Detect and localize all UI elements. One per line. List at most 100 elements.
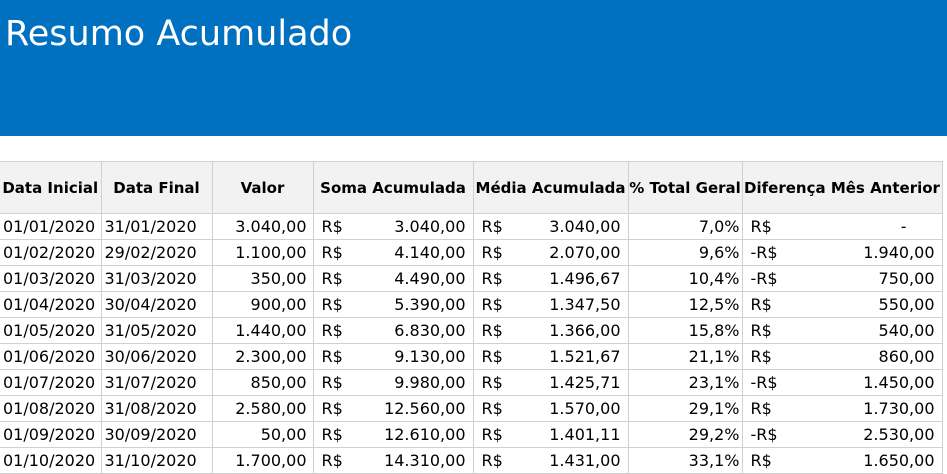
cell-data-final[interactable]: 31/10/2020 xyxy=(101,447,213,474)
cell-media-acumulada[interactable]: R$ 1.570,00 xyxy=(473,395,629,422)
summary-table: Data Inicial Data Final Valor Soma Acumu… xyxy=(0,161,943,474)
cell-diferenca[interactable]: R$ - xyxy=(742,213,943,240)
cell-data-inicial[interactable]: 01/09/2020 xyxy=(0,421,102,448)
cell-soma-acumulada-amount: 9.980,00 xyxy=(394,373,466,392)
cell-soma-acumulada-amount: 14.310,00 xyxy=(384,451,466,470)
cell-media-acumulada[interactable]: R$ 1.521,67 xyxy=(473,343,629,370)
cell-soma-acumulada-amount: 5.390,00 xyxy=(394,295,466,314)
cell-diferenca-symbol: R$ xyxy=(750,451,772,470)
cell-valor[interactable]: 2.580,00 xyxy=(212,395,314,422)
cell-diferenca-amount: 1.450,00 xyxy=(863,373,935,392)
cell-percent-total[interactable]: 10,4% xyxy=(628,265,743,292)
cell-percent-total[interactable]: 15,8% xyxy=(628,317,743,344)
cell-data-inicial[interactable]: 01/08/2020 xyxy=(0,395,102,422)
cell-soma-acumulada-symbol: R$ xyxy=(321,217,343,236)
cell-media-acumulada[interactable]: R$ 1.496,67 xyxy=(473,265,629,292)
cell-data-inicial[interactable]: 01/10/2020 xyxy=(0,447,102,474)
cell-data-inicial[interactable]: 01/03/2020 xyxy=(0,265,102,292)
cell-diferenca[interactable]: R$ 1.650,00 xyxy=(742,447,943,474)
cell-soma-acumulada[interactable]: R$ 14.310,00 xyxy=(313,447,474,474)
cell-data-final[interactable]: 31/05/2020 xyxy=(101,317,213,344)
table-row: 01/04/2020 30/04/2020 900,00 R$ 5.390,00 R$ 1.… xyxy=(0,291,943,318)
cell-percent-total[interactable]: 29,2% xyxy=(628,421,743,448)
cell-data-final[interactable]: 31/03/2020 xyxy=(101,265,213,292)
cell-media-acumulada-amount: 1.431,00 xyxy=(549,451,621,470)
cell-soma-acumulada-symbol: R$ xyxy=(321,295,343,314)
cell-percent-total[interactable]: 23,1% xyxy=(628,369,743,396)
header-data-final[interactable]: Data Final xyxy=(101,161,213,214)
cell-data-final[interactable]: 30/06/2020 xyxy=(101,343,213,370)
cell-diferenca[interactable]: R$ 550,00 xyxy=(742,291,943,318)
cell-soma-acumulada-symbol: R$ xyxy=(321,373,343,392)
cell-diferenca[interactable]: -R$ 2.530,00 xyxy=(742,421,943,448)
cell-media-acumulada[interactable]: R$ 1.425,71 xyxy=(473,369,629,396)
cell-soma-acumulada[interactable]: R$ 12.560,00 xyxy=(313,395,474,422)
header-soma-acumulada[interactable]: Soma Acumulada xyxy=(313,161,474,214)
cell-soma-acumulada[interactable]: R$ 3.040,00 xyxy=(313,213,474,240)
cell-diferenca-symbol: -R$ xyxy=(750,243,778,262)
cell-diferenca[interactable]: -R$ 1.450,00 xyxy=(742,369,943,396)
cell-valor[interactable]: 1.100,00 xyxy=(212,239,314,266)
table-row: 01/07/2020 31/07/2020 850,00 R$ 9.980,00 R$ 1.… xyxy=(0,369,943,396)
cell-diferenca[interactable]: R$ 1.730,00 xyxy=(742,395,943,422)
cell-soma-acumulada[interactable]: R$ 4.490,00 xyxy=(313,265,474,292)
cell-data-final[interactable]: 29/02/2020 xyxy=(101,239,213,266)
cell-data-inicial[interactable]: 01/06/2020 xyxy=(0,343,102,370)
cell-percent-total[interactable]: 21,1% xyxy=(628,343,743,370)
cell-media-acumulada[interactable]: R$ 3.040,00 xyxy=(473,213,629,240)
cell-data-inicial[interactable]: 01/04/2020 xyxy=(0,291,102,318)
cell-diferenca[interactable]: -R$ 1.940,00 xyxy=(742,239,943,266)
cell-valor[interactable]: 350,00 xyxy=(212,265,314,292)
header-media-acumulada[interactable]: Média Acumulada xyxy=(473,161,629,214)
cell-soma-acumulada-amount: 3.040,00 xyxy=(394,217,466,236)
cell-data-inicial[interactable]: 01/07/2020 xyxy=(0,369,102,396)
cell-soma-acumulada[interactable]: R$ 12.610,00 xyxy=(313,421,474,448)
cell-percent-total[interactable]: 33,1% xyxy=(628,447,743,474)
cell-data-inicial[interactable]: 01/02/2020 xyxy=(0,239,102,266)
cell-soma-acumulada-amount: 9.130,00 xyxy=(394,347,466,366)
cell-data-inicial[interactable]: 01/01/2020 xyxy=(0,213,102,240)
cell-media-acumulada[interactable]: R$ 1.347,50 xyxy=(473,291,629,318)
cell-valor[interactable]: 1.700,00 xyxy=(212,447,314,474)
cell-media-acumulada[interactable]: R$ 1.401,11 xyxy=(473,421,629,448)
cell-valor[interactable]: 850,00 xyxy=(212,369,314,396)
header-diferenca-mes-anterior[interactable]: Diferença Mês Anterior xyxy=(742,161,943,214)
header-percent-total-geral[interactable]: % Total Geral xyxy=(628,161,743,214)
cell-diferenca-symbol: R$ xyxy=(750,321,772,340)
cell-soma-acumulada[interactable]: R$ 4.140,00 xyxy=(313,239,474,266)
cell-diferenca[interactable]: -R$ 750,00 xyxy=(742,265,943,292)
cell-data-final[interactable]: 31/08/2020 xyxy=(101,395,213,422)
cell-percent-total[interactable]: 9,6% xyxy=(628,239,743,266)
cell-media-acumulada-amount: 1.366,00 xyxy=(549,321,621,340)
header-data-inicial[interactable]: Data Inicial xyxy=(0,161,102,214)
cell-media-acumulada[interactable]: R$ 1.366,00 xyxy=(473,317,629,344)
cell-soma-acumulada[interactable]: R$ 6.830,00 xyxy=(313,317,474,344)
cell-percent-total[interactable]: 12,5% xyxy=(628,291,743,318)
cell-percent-total[interactable]: 7,0% xyxy=(628,213,743,240)
cell-diferenca[interactable]: R$ 540,00 xyxy=(742,317,943,344)
cell-valor[interactable]: 1.440,00 xyxy=(212,317,314,344)
cell-data-final[interactable]: 30/04/2020 xyxy=(101,291,213,318)
cell-soma-acumulada-amount: 4.140,00 xyxy=(394,243,466,262)
cell-media-acumulada[interactable]: R$ 1.431,00 xyxy=(473,447,629,474)
cell-data-final[interactable]: 31/07/2020 xyxy=(101,369,213,396)
cell-data-final[interactable]: 31/01/2020 xyxy=(101,213,213,240)
cell-data-final[interactable]: 30/09/2020 xyxy=(101,421,213,448)
cell-percent-total[interactable]: 29,1% xyxy=(628,395,743,422)
cell-valor[interactable]: 900,00 xyxy=(212,291,314,318)
cell-soma-acumulada-amount: 4.490,00 xyxy=(394,269,466,288)
cell-diferenca-amount: 1.650,00 xyxy=(863,451,935,470)
cell-diferenca[interactable]: R$ 860,00 xyxy=(742,343,943,370)
cell-valor[interactable]: 50,00 xyxy=(212,421,314,448)
cell-media-acumulada[interactable]: R$ 2.070,00 xyxy=(473,239,629,266)
header-valor[interactable]: Valor xyxy=(212,161,314,214)
table-row: 01/09/2020 30/09/2020 50,00 R$ 12.610,00 R$ 1.… xyxy=(0,421,943,448)
cell-valor[interactable]: 3.040,00 xyxy=(212,213,314,240)
cell-soma-acumulada[interactable]: R$ 9.980,00 xyxy=(313,369,474,396)
cell-soma-acumulada[interactable]: R$ 9.130,00 xyxy=(313,343,474,370)
cell-data-inicial[interactable]: 01/05/2020 xyxy=(0,317,102,344)
cell-soma-acumulada[interactable]: R$ 5.390,00 xyxy=(313,291,474,318)
sheet-title: Resumo Acumulado xyxy=(5,14,353,54)
cell-valor[interactable]: 2.300,00 xyxy=(212,343,314,370)
table-row: 01/02/2020 29/02/2020 1.100,00 R$ 4.140,00 R$… xyxy=(0,239,943,266)
